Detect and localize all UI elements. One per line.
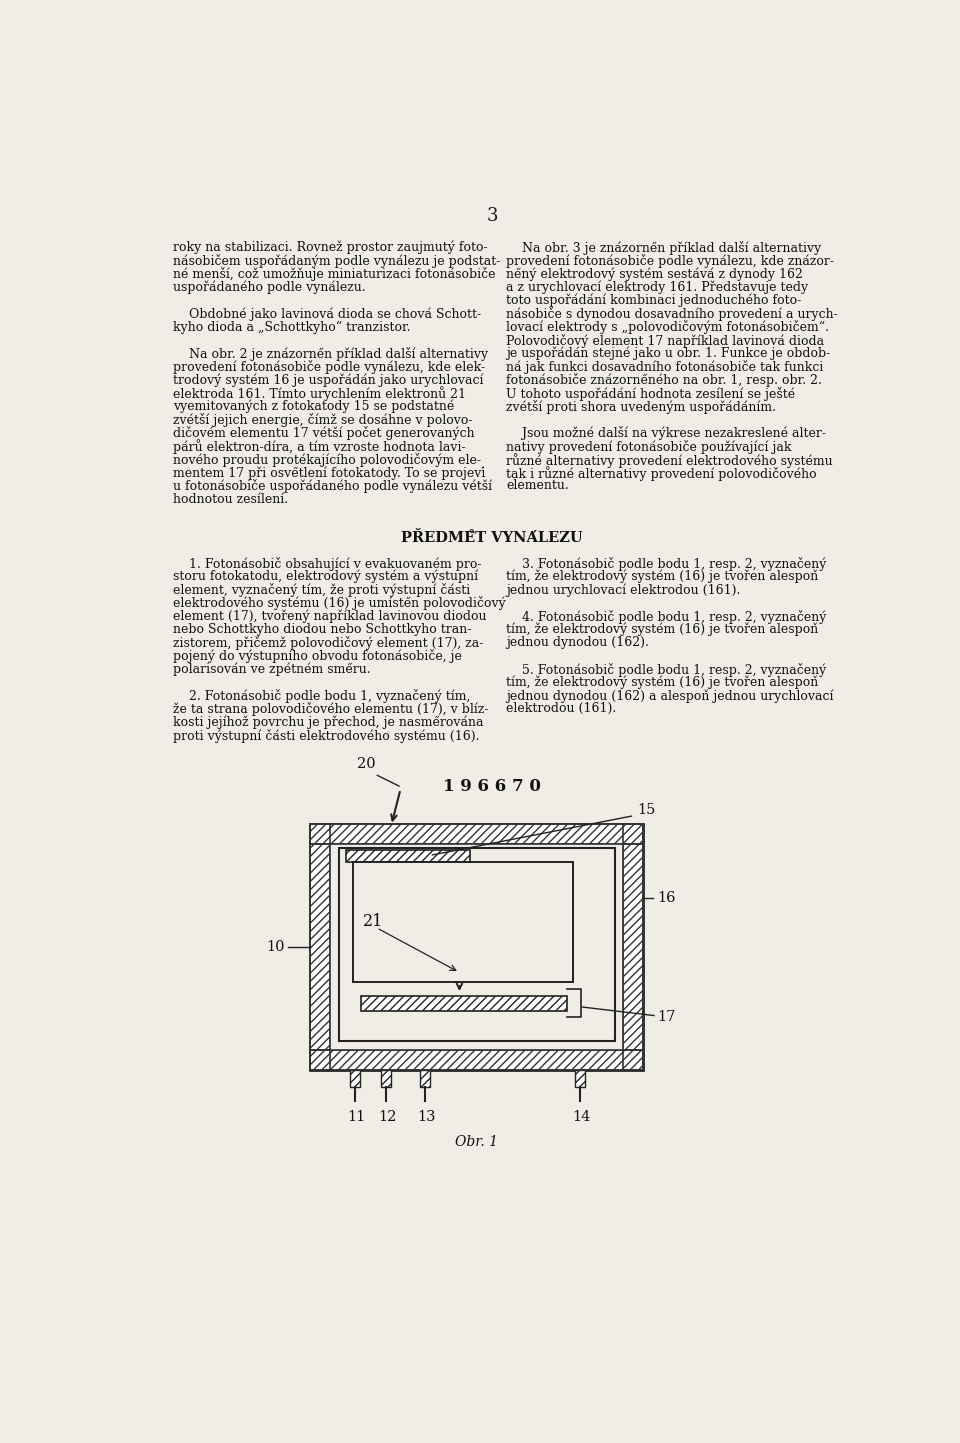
Text: 21: 21 [363, 913, 383, 931]
Bar [310, 1051, 643, 1071]
Text: zistorem, přičemž polovodičový element (17), za-: zistorem, přičemž polovodičový elemen… [173, 636, 483, 651]
Text: Na obr. 3 je znázorne̋n příklad další alternativy: Na obr. 3 je znázorne̋n příklad další … [506, 241, 821, 255]
Text: 12: 12 [378, 1110, 396, 1124]
Text: Na obr. 2 je znázorne̋n příklad další alternativy: Na obr. 2 je znázorne̋n příklad další … [173, 346, 488, 361]
Text: polarisován ve zpе́tném sme̋ru.: polarisován ve zpе́tném sme̋ru. [173, 662, 371, 677]
Text: provedení fotonásobiče podle vynálezu, kde elek-: provedení fotonásobiče podle vynálezu,… [173, 361, 485, 374]
Bar [381, 1071, 392, 1087]
Text: 20: 20 [357, 756, 375, 771]
Text: 15: 15 [636, 802, 656, 817]
Text: nového proudu protékajícího polovodičovým ele-: nového proudu protékajícího polovodičo… [173, 453, 481, 468]
Text: né menší, což umožňuje miniaturizaci fotonásobiče: né menší, což umožňuje miniaturizaci fo… [173, 267, 495, 281]
Text: dičovém elementu 17 vétší počet generovaných: dičovém elementu 17 vétší počet gener… [173, 426, 474, 440]
Text: toto uspořádání kombinaci jednoduchého foto-: toto uspořádání kombinaci jednoduchéh… [506, 294, 802, 307]
Text: 5. Fotonásobič podle bodu 1, resp. 2, vyznačený: 5. Fotonásobič podle bodu 1, resp. 2, v… [506, 662, 827, 677]
Text: a z urychlovací elektrody 161. Představuje tedy: a z urychlovací elektrody 161. Představ… [506, 280, 808, 294]
Text: tak i různé alternativy provedení polovodičového: tak i různé alternativy provedení polov… [506, 466, 817, 481]
Text: 17: 17 [657, 1010, 676, 1025]
Text: Polovodičový element 17 například lavinová dioda: Polovodičový element 17 například lavi… [506, 333, 824, 348]
Bar [623, 824, 643, 1071]
Text: 3: 3 [487, 206, 497, 225]
Text: 1 9 6 6 7 0: 1 9 6 6 7 0 [444, 778, 540, 795]
Text: element (17), tvořený například lavinovou diodou: element (17), tvořený například lavin… [173, 609, 486, 623]
Text: různé alternativy provedení elektrodového systému: různé alternativy provedení elektrodove… [506, 453, 832, 468]
Text: pojený do výstupního obvodu fotonásobiče, je: pojený do výstupního obvodu fotonásob… [173, 649, 462, 664]
Text: tím, že elektrodový systém (16) je tvořen alespoň: tím, že elektrodový systém (16) je tvo… [506, 623, 818, 636]
Text: elementu.: elementu. [506, 479, 568, 492]
Text: elektrodou (161).: elektrodou (161). [506, 703, 616, 716]
Text: 13: 13 [417, 1110, 435, 1124]
Text: násobičem uspořádaným podle vynálezu je podstat-: násobičem uspořádaným podle vynálezu… [173, 254, 500, 268]
Text: Jsou možné další na výkrese nezakreslené alter-: Jsou možné další na výkrese nezakresle… [506, 426, 826, 440]
Text: násobiče s dynodou dosavadního provedení a urych-: násobiče s dynodou dosavadního proveden… [506, 307, 838, 322]
Text: 1. Fotonásobič obsahující v evakuovaném pro-: 1. Fotonásobič obsahující v evakuované… [173, 557, 481, 570]
Bar [339, 848, 615, 1040]
Text: tím, že elektrodový systém (16) je tvořen alespoň: tím, že elektrodový systém (16) je tvo… [506, 675, 818, 690]
Text: 2. Fotonásobič podle bodu 1, vyznačený tím,: 2. Fotonásobič podle bodu 1, vyznačený… [173, 690, 470, 703]
Text: nebo Schottkyho diodou nebo Schottkyho tran-: nebo Schottkyho diodou nebo Schottkyho t… [173, 623, 471, 636]
Bar [310, 824, 330, 1071]
Text: lovací elektrody s „polovodičovým fotonásobičem“.: lovací elektrody s „polovodičovým foton… [506, 320, 828, 335]
Text: 14: 14 [572, 1110, 590, 1124]
Text: U tohoto uspořádání hodnota zesílení se ješté: U tohoto uspořádání hodnota zesílení s… [506, 387, 795, 401]
Bar [346, 850, 469, 863]
Text: že ta strana polovodičového elementu (17), v blíz-: že ta strana polovodičového elementu (1… [173, 703, 489, 716]
Text: ná jak funkci dosavadního fotonásobiče tak funkci: ná jak funkci dosavadního fotonásobiče… [506, 361, 824, 374]
Text: kyho dioda a „Schottkyho“ tranzistor.: kyho dioda a „Schottkyho“ tranzistor. [173, 320, 410, 333]
Text: mentem 17 při osve̋tlení fotokatody. To se projeví: mentem 17 při osve̋tlení fotokatody. To… [173, 466, 485, 479]
Text: 16: 16 [657, 890, 676, 905]
Text: nativy provedení fotonásobiče používající jak: nativy provedení fotonásobiče používají… [506, 440, 791, 453]
Text: fotonásobiče znázorne̋ného na obr. 1, resp. obr. 2.: fotonásobiče znázorne̋ného na obr. 1,… [506, 374, 822, 387]
Bar [310, 824, 330, 1071]
Text: párů elektron-díra, a tím vzroste hodnota lavi-: párů elektron-díra, a tím vzroste hodno… [173, 440, 466, 455]
Text: Obr. 1: Obr. 1 [455, 1134, 498, 1149]
Bar [330, 844, 623, 1051]
Text: roky na stabilizaci. Rovnež prostor zaujmutý foto-: roky na stabilizaci. Rovnež prostor zauj… [173, 241, 488, 254]
Bar [420, 1071, 430, 1087]
Bar [350, 1071, 360, 1087]
Text: storu fotokatodu, elektrodový systém a výstupní: storu fotokatodu, elektrodový systém a… [173, 570, 478, 583]
Text: ne̋ný elektrodový systém sestává z dynody 162: ne̋ný elektrodový systém sestává z … [506, 267, 803, 281]
Bar [310, 824, 643, 1071]
Text: elektrodového systému (16) je umíste̋n polovodičový: elektrodového systému (16) je umíste̋n… [173, 596, 506, 610]
Text: zvétší proti shora uvedeným uspořádáním.: zvétší proti shora uvedeným uspořádá… [506, 400, 776, 414]
Text: jednou dynodou (162) a alespoň jednou urychlovací: jednou dynodou (162) a alespoň jednou u… [506, 690, 833, 703]
Text: u fotonásobiče uspořádaného podle vynálezu vétší: u fotonásobiče uspořádaného podle vyn… [173, 479, 492, 494]
Text: uspořádaného podle vynálezu.: uspořádaného podle vynálezu. [173, 280, 366, 294]
Text: 11: 11 [348, 1110, 366, 1124]
Text: 3. Fotonásobič podle bodu 1, resp. 2, vyznačený: 3. Fotonásobič podle bodu 1, resp. 2, v… [506, 557, 827, 570]
Text: PŘEDME̊T VYNÁLEZU: PŘEDME̊T VYNÁLEZU [401, 531, 583, 545]
Text: tím, že elektrodový systém (16) je tvořen alespoň: tím, že elektrodový systém (16) je tvo… [506, 570, 818, 583]
Text: provedení fotonásobiče podle vynálezu, kde znázor-: provedení fotonásobiče podle vynálezu,… [506, 254, 834, 268]
Text: hodnotou zesílení.: hodnotou zesílení. [173, 492, 288, 505]
Text: zvétší jejich energie, čímž se dosáhne v polovo-: zvétší jejich energie, čímž se dosáhne… [173, 413, 472, 427]
Text: proti výstupní části elektrodového systému (16).: proti výstupní části elektrodového sy… [173, 729, 479, 743]
Text: je uspořádán stejné jako u obr. 1. Funkce je obdob-: je uspořádán stejné jako u obr. 1. Fu… [506, 346, 830, 361]
Text: 10: 10 [267, 939, 285, 954]
Text: 4. Fotonásobič podle bodu 1, resp. 2, vyznačený: 4. Fotonásobič podle bodu 1, resp. 2, v… [506, 609, 827, 623]
Text: jednou dynodou (162).: jednou dynodou (162). [506, 636, 649, 649]
Text: trodový systém 16 je uspořádán jako urychlovací: trodový systém 16 je uspořádán jako … [173, 374, 483, 387]
Bar [310, 1051, 643, 1071]
Text: element, vyznačený tím, že proti výstupní části: element, vyznačený tím, že proti výstu… [173, 583, 470, 597]
Bar [353, 863, 573, 981]
Text: kosti jejíhož povrchu je přechod, je nasme̋rována: kosti jejíhož povrchu je přechod, je n… [173, 716, 483, 729]
Text: vyemitovaných z fotokatody 15 se podstatné: vyemitovaných z fotokatody 15 se podsta… [173, 400, 454, 413]
Bar [361, 996, 567, 1012]
Text: jednou urychlovací elektrodou (161).: jednou urychlovací elektrodou (161). [506, 583, 740, 596]
Text: Obdobné jako lavinová dioda se chová Schott-: Obdobné jako lavinová dioda se chová … [173, 307, 481, 320]
Bar [310, 824, 643, 844]
Bar [310, 824, 643, 844]
Bar [575, 1071, 585, 1087]
Bar [623, 824, 643, 1071]
Text: elektroda 161. Tímto urychlením elektronů 21: elektroda 161. Tímto urychlením elektron… [173, 387, 466, 401]
